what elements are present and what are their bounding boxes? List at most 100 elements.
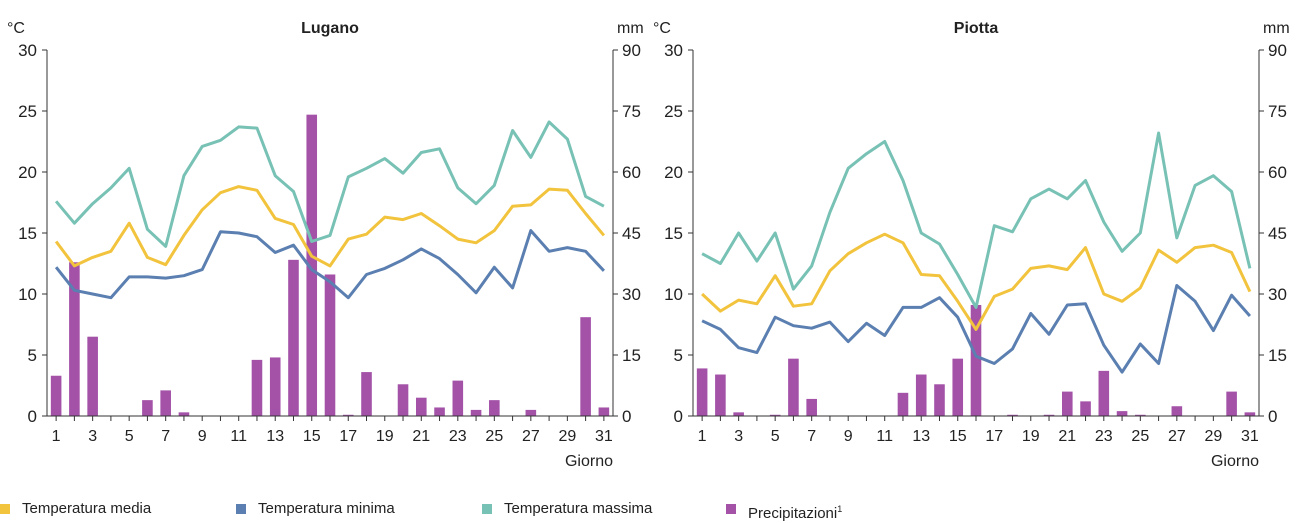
legend-swatch xyxy=(482,504,492,514)
precip-bar xyxy=(1171,406,1183,416)
precip-bar xyxy=(598,407,610,416)
precip-bar xyxy=(178,412,190,416)
y-left-tick-label: 25 xyxy=(664,102,683,121)
y-right-tick-label: 15 xyxy=(622,346,641,365)
y-left-tick-label: 30 xyxy=(18,41,37,60)
x-tick-label: 11 xyxy=(230,428,247,445)
precip-bar xyxy=(1007,414,1018,416)
y-right-tick-label: 30 xyxy=(622,285,641,304)
line-temp-massima xyxy=(701,131,1252,309)
y-right-tick-label: 75 xyxy=(622,102,641,121)
x-tick-label: 17 xyxy=(339,428,357,445)
precip-bar xyxy=(470,409,482,416)
x-tick-label: 29 xyxy=(1204,428,1222,445)
x-tick-label: 15 xyxy=(303,428,321,445)
precip-bar xyxy=(696,368,708,416)
y-right-tick-label: 75 xyxy=(1268,102,1287,121)
precip-bar xyxy=(269,357,281,416)
x-tick-label: 3 xyxy=(88,428,97,445)
y-left-tick-label: 20 xyxy=(664,163,683,182)
y-right-tick-label: 0 xyxy=(622,407,631,426)
precip-bar xyxy=(1043,414,1055,416)
x-tick-label: 25 xyxy=(485,428,503,445)
precip-bar xyxy=(1061,391,1073,416)
precip-bar xyxy=(415,397,427,416)
legend-swatch xyxy=(236,504,246,514)
x-tick-label: 9 xyxy=(844,428,853,445)
x-tick-label: 5 xyxy=(771,428,780,445)
x-tick-label: 29 xyxy=(558,428,576,445)
line-temp-minima xyxy=(54,229,605,300)
x-tick-label: 9 xyxy=(198,428,207,445)
x-axis-label: Giorno xyxy=(565,453,613,470)
y-right-tick-label: 45 xyxy=(622,224,641,243)
line-temp-minima xyxy=(701,284,1252,374)
y-right-unit: mm xyxy=(1263,20,1290,37)
precip-bar xyxy=(306,114,318,416)
precip-bar xyxy=(1244,412,1256,416)
y-left-unit: °C xyxy=(653,20,671,37)
x-tick-label: 1 xyxy=(698,428,707,445)
precip-bar xyxy=(952,358,964,416)
precip-bar xyxy=(50,375,62,416)
x-tick-label: 11 xyxy=(876,428,893,445)
y-left-tick-label: 20 xyxy=(18,163,37,182)
y-left-tick-label: 0 xyxy=(28,407,37,426)
line-temp-media xyxy=(54,185,606,268)
precip-bar xyxy=(788,358,799,416)
precip-bar xyxy=(434,407,445,416)
x-tick-label: 23 xyxy=(449,428,467,445)
precip-bar xyxy=(397,384,409,416)
precip-bar xyxy=(142,400,153,416)
x-tick-label: 27 xyxy=(522,428,540,445)
precip-bar xyxy=(361,372,372,416)
precip-bar xyxy=(288,259,299,416)
y-left-tick-label: 5 xyxy=(674,346,683,365)
x-tick-label: 5 xyxy=(125,428,134,445)
precip-bar xyxy=(87,336,98,416)
y-right-tick-label: 15 xyxy=(1268,346,1287,365)
y-left-tick-label: 15 xyxy=(18,224,37,243)
precip-bar xyxy=(160,390,171,416)
precip-bar xyxy=(69,262,80,416)
line-temp-media xyxy=(701,232,1252,331)
precip-bar xyxy=(897,392,909,416)
y-left-tick-label: 30 xyxy=(664,41,683,60)
x-tick-label: 25 xyxy=(1131,428,1149,445)
x-tick-label: 21 xyxy=(412,428,430,445)
y-right-tick-label: 0 xyxy=(1268,407,1277,426)
x-tick-label: 19 xyxy=(376,428,394,445)
x-tick-label: 19 xyxy=(1022,428,1040,445)
precip-bar xyxy=(970,304,982,416)
x-tick-label: 31 xyxy=(595,428,613,445)
y-right-unit: mm xyxy=(617,20,644,37)
x-tick-label: 7 xyxy=(807,428,816,445)
legend-footnote-mark: 1 xyxy=(837,504,843,514)
legend-label: Temperatura minima xyxy=(258,500,395,517)
legend-label: Temperatura massima xyxy=(504,500,653,517)
y-right-tick-label: 60 xyxy=(622,163,641,182)
precip-bar xyxy=(251,359,263,416)
x-tick-label: 3 xyxy=(734,428,743,445)
x-axis-label: Giorno xyxy=(1211,453,1259,470)
legend-swatch xyxy=(726,504,736,514)
precip-bar xyxy=(934,384,945,416)
x-tick-label: 13 xyxy=(912,428,930,445)
y-left-tick-label: 10 xyxy=(18,285,37,304)
precip-bar xyxy=(342,414,354,416)
legend-swatch xyxy=(0,504,10,514)
y-right-tick-label: 60 xyxy=(1268,163,1287,182)
y-left-tick-label: 25 xyxy=(18,102,37,121)
y-left-tick-label: 5 xyxy=(28,346,37,365)
precip-bar xyxy=(525,409,537,416)
precip-bar xyxy=(915,374,927,416)
precip-bar xyxy=(1080,401,1091,416)
y-left-unit: °C xyxy=(7,20,25,37)
y-right-tick-label: 90 xyxy=(1268,41,1287,60)
legend-label: Temperatura media xyxy=(22,500,152,517)
y-right-tick-label: 45 xyxy=(1268,224,1287,243)
precip-bar xyxy=(580,317,591,416)
legend: Temperatura media Temperatura minima Tempe… xyxy=(0,500,1308,522)
legend-label: Precipitazioni1 xyxy=(748,504,843,522)
